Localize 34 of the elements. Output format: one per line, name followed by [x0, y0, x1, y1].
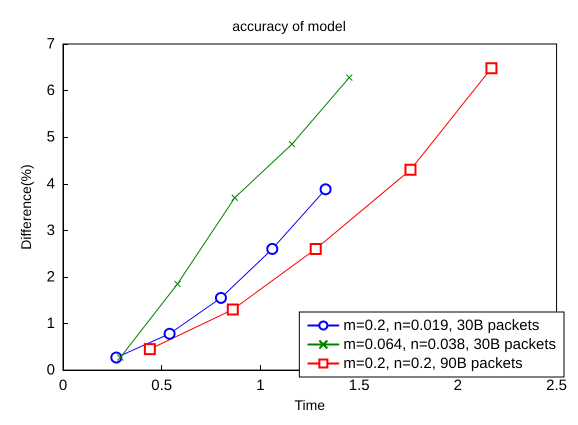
x-tick-label: 2 [454, 377, 462, 394]
point [174, 280, 182, 288]
y-tick-label: 4 [46, 175, 55, 192]
point [404, 164, 416, 176]
point [485, 62, 498, 74]
y-tick-label: 3 [46, 222, 55, 239]
point [214, 292, 227, 304]
y-tick-label: 5 [46, 128, 55, 146]
x-tick-label: 1 [256, 377, 265, 394]
legend-label: m=0.064, n=0.038, 30B packets [343, 336, 556, 353]
x-axis-title: Time [294, 397, 326, 413]
point [116, 354, 124, 362]
y-tick-label: 1 [46, 315, 55, 332]
legend-label: m=0.2, n=0.2, 90B packets [343, 355, 523, 372]
point [266, 242, 278, 255]
point [164, 328, 176, 340]
y-tick-label: 7 [46, 36, 55, 52]
x-tick-label: 2.5 [546, 377, 568, 394]
y-tick-label: 6 [46, 82, 55, 100]
chart-title: accuracy of model [232, 18, 346, 34]
y-tick-label: 0 [46, 362, 55, 379]
point [231, 194, 238, 202]
y-axis-title: Difference(%) [18, 164, 34, 250]
x-tick-label: 0 [58, 377, 68, 394]
point [226, 304, 239, 316]
point [310, 242, 322, 255]
x-tick-label: 1.5 [348, 377, 370, 394]
x-tick-label: 0.5 [151, 377, 172, 394]
point [346, 74, 353, 82]
point [288, 140, 296, 148]
point [144, 343, 156, 356]
y-tick-label: 2 [46, 268, 55, 286]
legend-label: m=0.2, n=0.019, 30B packets [343, 317, 540, 334]
point [320, 183, 332, 196]
